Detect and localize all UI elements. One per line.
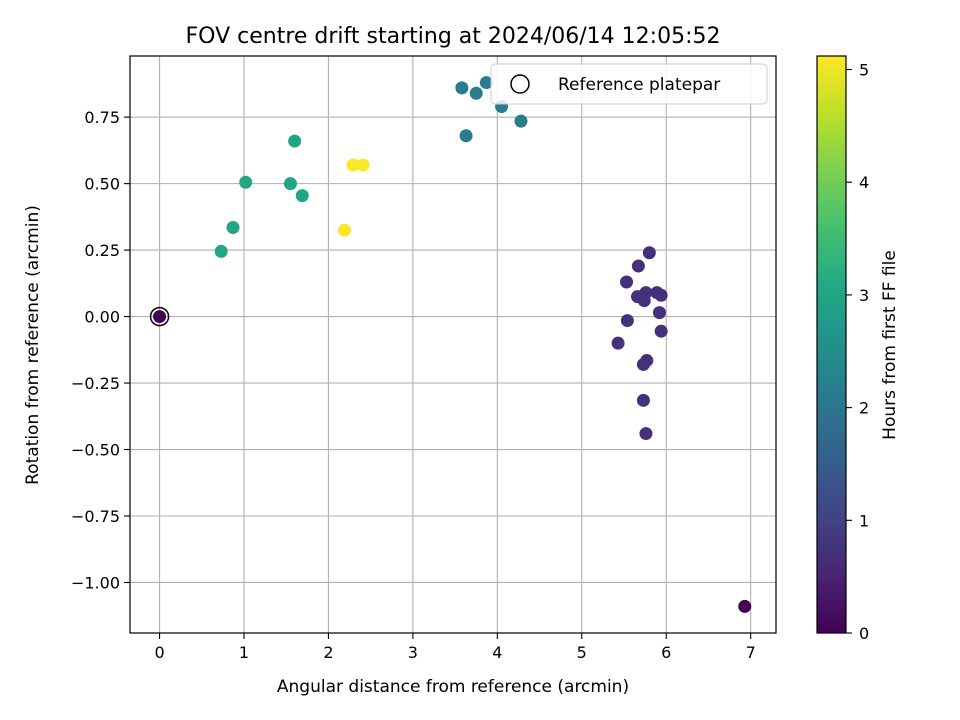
data-point [295, 189, 309, 203]
y-tick-label: 0.50 [84, 175, 120, 194]
colorbar: 0 1 2 3 4 5 Hours from first FF file [816, 55, 900, 643]
data-point [469, 86, 483, 100]
y-tick-label: −0.50 [71, 441, 120, 460]
grid-lines [130, 56, 776, 633]
data-points [149, 76, 752, 613]
data-point [226, 221, 240, 235]
data-point [652, 306, 666, 320]
data-point [738, 599, 752, 613]
legend-marker-icon [510, 74, 530, 94]
y-axis-ticks: 0.75 0.50 0.25 0.00 −0.25 −0.50 −0.75 −1.00 [71, 108, 130, 592]
data-point [288, 134, 302, 148]
data-point [620, 314, 634, 328]
data-point [459, 129, 473, 143]
y-tick-label: −0.25 [71, 374, 120, 393]
plot-frame [129, 55, 777, 634]
data-point [337, 223, 351, 237]
data-point [283, 177, 297, 191]
data-point [356, 158, 370, 172]
data-point [214, 244, 228, 258]
x-tick-label: 0 [154, 643, 164, 662]
colorbar-label: Hours from first FF file [880, 250, 900, 440]
x-tick-label: 2 [323, 643, 333, 662]
data-point [631, 259, 645, 273]
x-tick-label: 4 [492, 643, 502, 662]
y-tick-label: −1.00 [71, 573, 120, 592]
y-tick-label: 0.75 [84, 108, 120, 127]
legend-box [490, 63, 768, 105]
data-point [239, 175, 253, 189]
x-axis-ticks: 0 1 2 3 4 5 6 7 [154, 633, 756, 662]
data-point [346, 158, 360, 172]
data-point [611, 336, 625, 350]
colorbar-tick-label: 3 [859, 286, 869, 305]
data-point [639, 427, 653, 441]
y-tick-label: 0.25 [84, 241, 120, 260]
data-point [514, 114, 528, 128]
x-axis-label: Angular distance from reference (arcmin) [277, 677, 629, 697]
y-tick-label: −0.75 [71, 507, 120, 526]
data-point [455, 81, 469, 95]
x-tick-label: 7 [746, 643, 756, 662]
data-point [636, 393, 650, 407]
colorbar-tick-label: 4 [859, 173, 869, 192]
data-point [636, 357, 650, 371]
colorbar-ticks: 0 1 2 3 4 5 [846, 61, 869, 643]
y-tick-label: 0.00 [84, 308, 120, 327]
legend: Reference platepar [490, 63, 768, 105]
data-point [642, 246, 656, 260]
x-tick-label: 6 [661, 643, 671, 662]
data-point [654, 324, 668, 338]
y-axis-label: Rotation from reference (arcmin) [23, 205, 43, 485]
data-point [637, 294, 651, 308]
chart-title: FOV centre drift starting at 2024/06/14 … [186, 24, 721, 49]
colorbar-tick-label: 5 [859, 61, 869, 80]
data-point [620, 275, 634, 289]
data-point [654, 288, 668, 302]
x-tick-label: 1 [239, 643, 249, 662]
colorbar-gradient [816, 55, 847, 634]
colorbar-tick-label: 0 [859, 624, 869, 643]
legend-label: Reference platepar [558, 75, 720, 95]
x-tick-label: 5 [577, 643, 587, 662]
data-point [153, 310, 167, 324]
data-point [479, 76, 493, 90]
x-tick-label: 3 [408, 643, 418, 662]
colorbar-tick-label: 2 [859, 399, 869, 418]
reference-platepar-marker [149, 306, 170, 327]
colorbar-tick-label: 1 [859, 511, 869, 530]
